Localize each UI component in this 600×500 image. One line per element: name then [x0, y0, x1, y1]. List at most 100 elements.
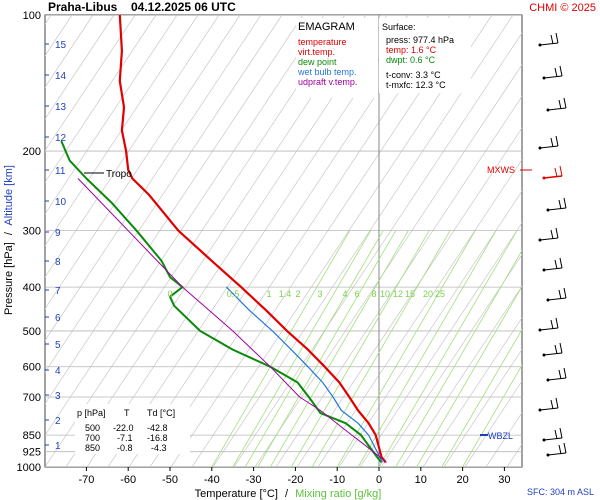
tropo-label: Tropo — [106, 169, 132, 180]
adiabat-line — [464, 380, 522, 467]
adiabat-line — [275, 95, 522, 467]
table-row-500-p: 500 — [85, 423, 100, 433]
wind-barb-flag — [558, 289, 562, 300]
wind-barb — [542, 65, 563, 80]
altitude-tick-8: 8 — [55, 257, 61, 268]
mixing-ratio-label-12: 12 — [393, 289, 403, 299]
wind-barb-shaft — [539, 42, 559, 46]
wind-barb — [546, 367, 567, 382]
wind-barb-flag — [563, 367, 567, 379]
wind-barb-dot — [542, 353, 546, 357]
temp-tick-30: 30 — [498, 474, 510, 486]
mixing-ratio-label-0: 0 — [167, 289, 172, 299]
altitude-tick-6: 6 — [55, 313, 61, 324]
table-header-t: T — [124, 408, 130, 418]
altitude-tick-12: 12 — [55, 133, 67, 144]
wind-barb-dot — [546, 298, 550, 302]
wind-barb-flag — [550, 137, 554, 148]
xlabel-temp: Temperature [°C] — [195, 488, 278, 500]
series-temperature — [118, 15, 387, 464]
mixing-ratio-line — [311, 230, 451, 467]
wind-barb-flag — [555, 397, 559, 409]
mixing-ratio-line — [269, 230, 409, 467]
surface-dwpt: dwpt: 0.6 °C — [386, 55, 436, 65]
temp-tick--70: -70 — [78, 474, 94, 486]
temp-tick--20: -20 — [287, 474, 303, 486]
wind-barb-dot — [546, 208, 550, 212]
xlabel-mixing: Mixing ratio [g/kg] — [295, 488, 381, 500]
wind-barb-dot — [538, 408, 542, 412]
pressure-tick-600: 600 — [23, 362, 41, 374]
svg-text:Pressure [hPa] / A: Pressure [hPa] / Altitude [km] — [3, 165, 15, 315]
sounding-datetime: 04.12.2025 06 UTC — [131, 0, 236, 14]
wind-barb-shaft — [543, 437, 563, 441]
surface-box — [379, 18, 471, 93]
table-row-700-td: -16.8 — [147, 433, 168, 443]
altitude-tick-14: 14 — [55, 71, 67, 82]
wind-barb-shaft — [539, 407, 559, 411]
wind-barb-shaft — [543, 267, 563, 271]
table-row-850-t: -0.8 — [117, 443, 133, 453]
pressure-tick-700: 700 — [23, 392, 41, 404]
mixing-ratio-label-4: 4 — [342, 289, 347, 299]
mixing-ratio-label-8: 8 — [371, 289, 376, 299]
adiabat-line — [380, 253, 522, 467]
mixing-ratio-label-3: 3 — [317, 289, 322, 299]
mixing-ratio-label-6: 6 — [354, 289, 359, 299]
y-axis-title: Pressure [hPa] / Altitude [km] — [3, 165, 15, 315]
wind-barb-flag — [555, 317, 559, 329]
mixing-ratio-label-2: 2 — [295, 289, 300, 299]
wind-barb-dot — [538, 328, 542, 332]
wind-barb — [542, 165, 563, 180]
adiabat-line — [233, 32, 522, 467]
adiabat-line — [45, 15, 262, 342]
wind-barb-flag — [558, 199, 562, 210]
adiabat-line — [45, 15, 199, 247]
series-wet-bulb-temp- — [225, 286, 383, 463]
mixing-ratio-line — [244, 230, 384, 467]
altitude-tick-4: 4 — [55, 366, 61, 377]
wind-barb — [538, 317, 559, 332]
adiabat-line — [296, 127, 522, 467]
wind-barb-flag — [559, 65, 563, 77]
adiabat-line — [45, 15, 304, 405]
wind-barb-flag — [558, 99, 562, 110]
altitude-tick-9: 9 — [55, 228, 61, 239]
temp-tick-20: 20 — [456, 474, 468, 486]
wind-barb-dot — [542, 438, 546, 442]
wind-barb-flag — [554, 259, 558, 270]
legend-dew-point: dew point — [298, 57, 337, 67]
altitude-tick-11: 11 — [55, 166, 66, 177]
wind-barb-shaft — [543, 352, 563, 356]
altitude-tick-10: 10 — [55, 197, 67, 208]
wind-barb-flag — [563, 197, 567, 209]
table-header-td: Td [°C] — [147, 408, 175, 418]
table-row-700-p: 700 — [85, 433, 100, 443]
wind-barb-flag — [559, 165, 563, 177]
mixing-ratio-line — [416, 285, 522, 467]
wind-barb-shaft — [547, 377, 567, 381]
wind-barb-flag — [558, 444, 562, 455]
wind-barb-dot — [542, 176, 546, 180]
adiabat-line — [45, 15, 241, 310]
mixing-ratio-label-10: 10 — [380, 289, 390, 299]
adiabat-line — [45, 15, 325, 436]
wind-barb-shaft — [547, 107, 567, 111]
adiabat-line — [45, 15, 136, 152]
station-name: Praha-Libus — [48, 0, 118, 14]
wind-barb-shaft — [539, 237, 559, 241]
table-row-700-t: -7.1 — [117, 433, 133, 443]
wind-barb-shaft — [543, 175, 563, 179]
temp-tick--30: -30 — [246, 474, 262, 486]
profile-curves — [60, 15, 387, 464]
temp-tick--40: -40 — [204, 474, 220, 486]
x-axis-title: Temperature [°C] / Mixing ratio [g/kg] — [195, 488, 382, 500]
wind-barb — [538, 32, 559, 47]
wind-barb-flag — [550, 319, 554, 330]
pressure-tick-300: 300 — [23, 226, 41, 238]
mixing-ratio-line — [336, 230, 476, 467]
wind-barb-dot — [538, 146, 542, 150]
wind-barb-flag — [559, 257, 563, 269]
wind-barb-flag — [550, 34, 554, 45]
